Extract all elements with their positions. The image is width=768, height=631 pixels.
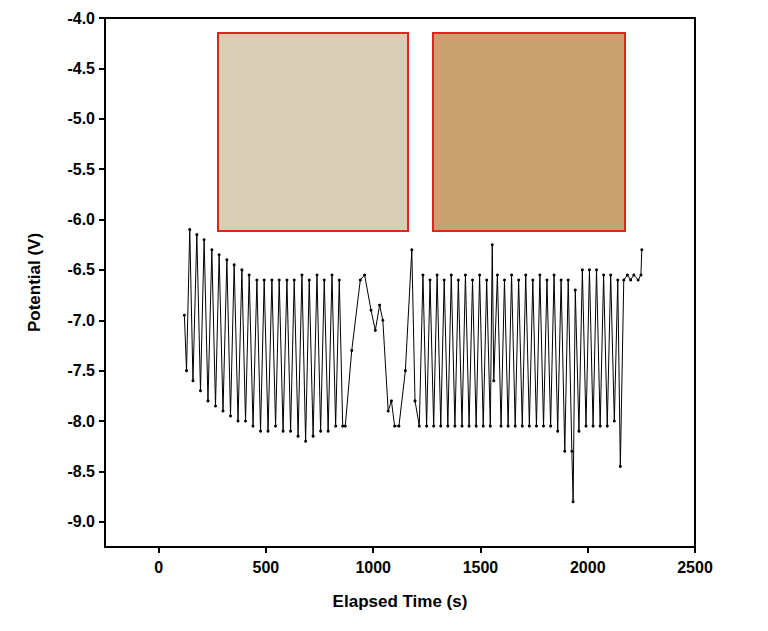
svg-text:-7.5: -7.5	[67, 362, 95, 379]
svg-text:-4.5: -4.5	[67, 60, 95, 77]
svg-text:Potential (V): Potential (V)	[25, 233, 44, 332]
svg-text:Elapsed Time (s): Elapsed Time (s)	[333, 592, 468, 611]
svg-text:1000: 1000	[355, 559, 391, 576]
svg-text:-7.0: -7.0	[67, 312, 95, 329]
svg-text:-5.0: -5.0	[67, 110, 95, 127]
svg-text:-4.0: -4.0	[67, 10, 95, 27]
svg-text:-6.5: -6.5	[67, 261, 95, 278]
svg-text:1500: 1500	[463, 559, 499, 576]
svg-text:0: 0	[154, 559, 163, 576]
svg-text:-8.5: -8.5	[67, 463, 95, 480]
svg-text:2500: 2500	[677, 559, 713, 576]
svg-text:500: 500	[253, 559, 280, 576]
svg-text:-8.0: -8.0	[67, 413, 95, 430]
svg-text:-5.5: -5.5	[67, 161, 95, 178]
svg-text:-9.0: -9.0	[67, 513, 95, 530]
svg-text:-6.0: -6.0	[67, 211, 95, 228]
svg-text:2000: 2000	[570, 559, 606, 576]
